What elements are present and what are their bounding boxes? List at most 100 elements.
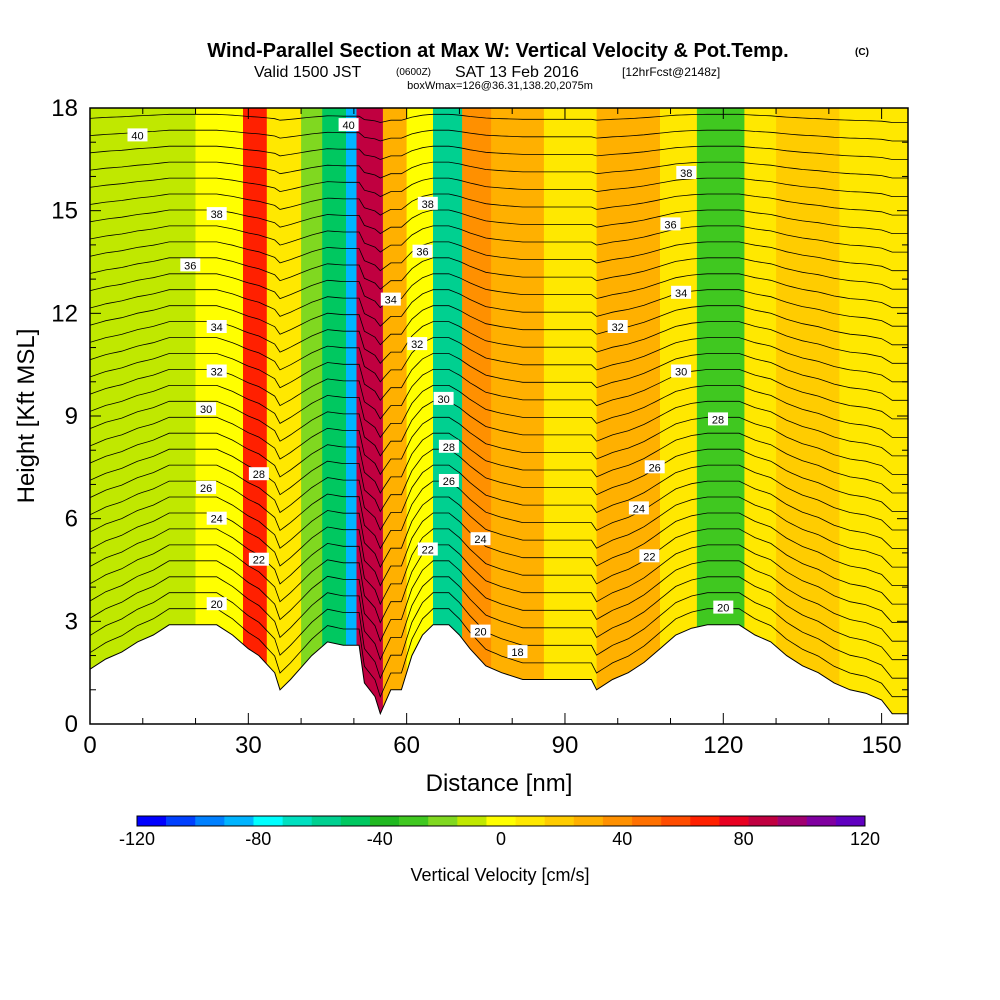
isentrope-labels: 40 40 38 38 38 36 36 36 34 34 34 32 32 32 30 30 30 28 28 28… (127, 118, 734, 659)
x-tick-label-1: 30 (235, 732, 262, 759)
velocity-band-2 (243, 108, 268, 724)
isentrope-label-bg-11 (206, 364, 227, 378)
isentrope-line-7 (90, 496, 908, 569)
isentrope-line-13 (90, 400, 908, 457)
valid-time-label: Valid 1500 JST (254, 64, 362, 81)
isentrope-label-8: 34 (211, 322, 223, 334)
isentrope-line-22 (90, 257, 908, 290)
velocity-band-7 (356, 108, 384, 724)
valid-date: SAT 13 Feb 2016 (455, 64, 579, 81)
isentrope-label-26: 22 (253, 555, 265, 567)
velocity-band-5 (322, 108, 347, 724)
colorbar-swatch-15 (573, 816, 604, 826)
isentrope-label-29: 20 (211, 599, 223, 611)
boxwmax-info: boxWmax=126@36.31,138.20,2075m (407, 80, 593, 92)
y-tick-label-6: 18 (51, 95, 78, 122)
x-tick-label-5: 150 (862, 732, 902, 759)
colorbar-swatch-10 (428, 816, 458, 826)
isentrope-label-24: 24 (474, 534, 486, 546)
isentrope-line-32 (90, 98, 908, 104)
colorbar-swatch-9 (399, 816, 429, 826)
y-tick-label-2: 6 (65, 506, 78, 533)
velocity-band-18 (776, 108, 840, 724)
isentrope-line-26 (90, 193, 908, 216)
y-axis-title: Height [Kft MSL] (13, 329, 40, 504)
isentrope-label-bg-25 (628, 501, 649, 515)
isentrope-label-21: 26 (443, 476, 455, 488)
colorbar-swatch-6 (311, 816, 342, 826)
copyright-mark: (C) (855, 47, 869, 58)
isentrope-label-3: 38 (422, 199, 434, 211)
colorbar-tick-1: -80 (245, 829, 271, 849)
velocity-band-4 (301, 108, 323, 724)
colorbar-swatch-19 (690, 816, 720, 826)
isentrope-label-bg-22 (644, 460, 665, 474)
isentrope-label-bg-6 (412, 244, 433, 258)
velocity-band-0 (90, 108, 197, 724)
isentrope-line-11 (90, 432, 908, 494)
isentrope-line-19 (90, 305, 908, 346)
colorbar-swatch-8 (369, 816, 400, 826)
terrain-mask (90, 624, 908, 724)
isentrope-label-bg-3 (417, 196, 438, 210)
velocity-band-12 (491, 108, 545, 724)
valid-time-zulu: (0600Z) (396, 67, 431, 78)
isentrope-line-17 (90, 337, 908, 383)
colorbar-swatch-13 (515, 816, 545, 826)
x-tick-label-2: 60 (393, 732, 420, 759)
isentrope-label-16: 30 (675, 367, 687, 379)
isentrope-label-27: 22 (422, 545, 434, 557)
colorbar-swatch-14 (544, 816, 575, 826)
colorbar-swatch-3 (224, 816, 254, 826)
colorbar-swatch-5 (282, 816, 313, 826)
isentrope-label-11: 32 (211, 367, 223, 379)
isentrope-line-29 (90, 145, 908, 160)
isentrope-label-bg-21 (438, 474, 459, 487)
isentrope-line-0 (90, 608, 908, 698)
isentrope-label-bg-2 (206, 207, 227, 221)
y-tick-label-0: 0 (65, 711, 78, 738)
isentrope-label-bg-32 (507, 645, 528, 659)
isentrope-label-bg-10 (671, 285, 692, 299)
isentrope-label-bg-0 (127, 128, 148, 142)
velocity-band-6 (346, 108, 358, 724)
isentrope-label-1: 40 (342, 120, 354, 132)
isentrope-label-14: 30 (200, 404, 212, 416)
forecast-info: [12hrFcst@2148z] (622, 65, 720, 79)
velocity-band-11 (462, 108, 492, 724)
isentrope-line-24 (90, 225, 908, 253)
isentrope-label-7: 36 (664, 219, 676, 231)
isentrope-label-23: 24 (211, 514, 223, 526)
isentrope-label-bg-9 (380, 292, 401, 306)
velocity-band-8 (382, 108, 408, 724)
isentrope-label-19: 28 (712, 414, 724, 426)
isentrope-label-bg-7 (660, 217, 681, 231)
isentrope-line-31 (90, 113, 908, 123)
isentrope-label-bg-27 (417, 542, 438, 556)
colorbar-tick-2: -40 (367, 829, 393, 849)
isentrope-label-13: 32 (612, 322, 624, 334)
isentrope-label-2: 38 (211, 209, 223, 221)
isentrope-label-32: 18 (511, 647, 523, 659)
isentrope-line-4 (90, 544, 908, 624)
colorbar-swatch-2 (195, 816, 225, 826)
plot-area: 40 40 38 38 38 36 36 36 34 34 34 32 32 32 30 30 30 28 28 28… (90, 98, 908, 724)
isentrope-label-22: 26 (649, 462, 661, 474)
isentrope-label-17: 28 (253, 469, 265, 481)
isentrope-label-bg-5 (180, 258, 201, 272)
chart-title: Wind-Parallel Section at Max W: Vertical… (207, 40, 788, 62)
isentrope-label-15: 30 (437, 394, 449, 406)
isentrope-line-28 (90, 161, 908, 179)
colorbar-frame (136, 815, 866, 827)
isentrope-line-10 (90, 448, 908, 513)
colorbar-swatch-4 (253, 816, 283, 826)
colorbar-tick-0: -120 (119, 829, 155, 849)
isentrope-line-8 (90, 480, 908, 550)
isentrope-label-bg-26 (248, 552, 269, 566)
isentrope-label-bg-24 (470, 532, 491, 546)
colorbar-swatch-21 (748, 816, 778, 826)
velocity-band-13 (543, 108, 598, 724)
isentrope-label-bg-1 (338, 118, 359, 132)
